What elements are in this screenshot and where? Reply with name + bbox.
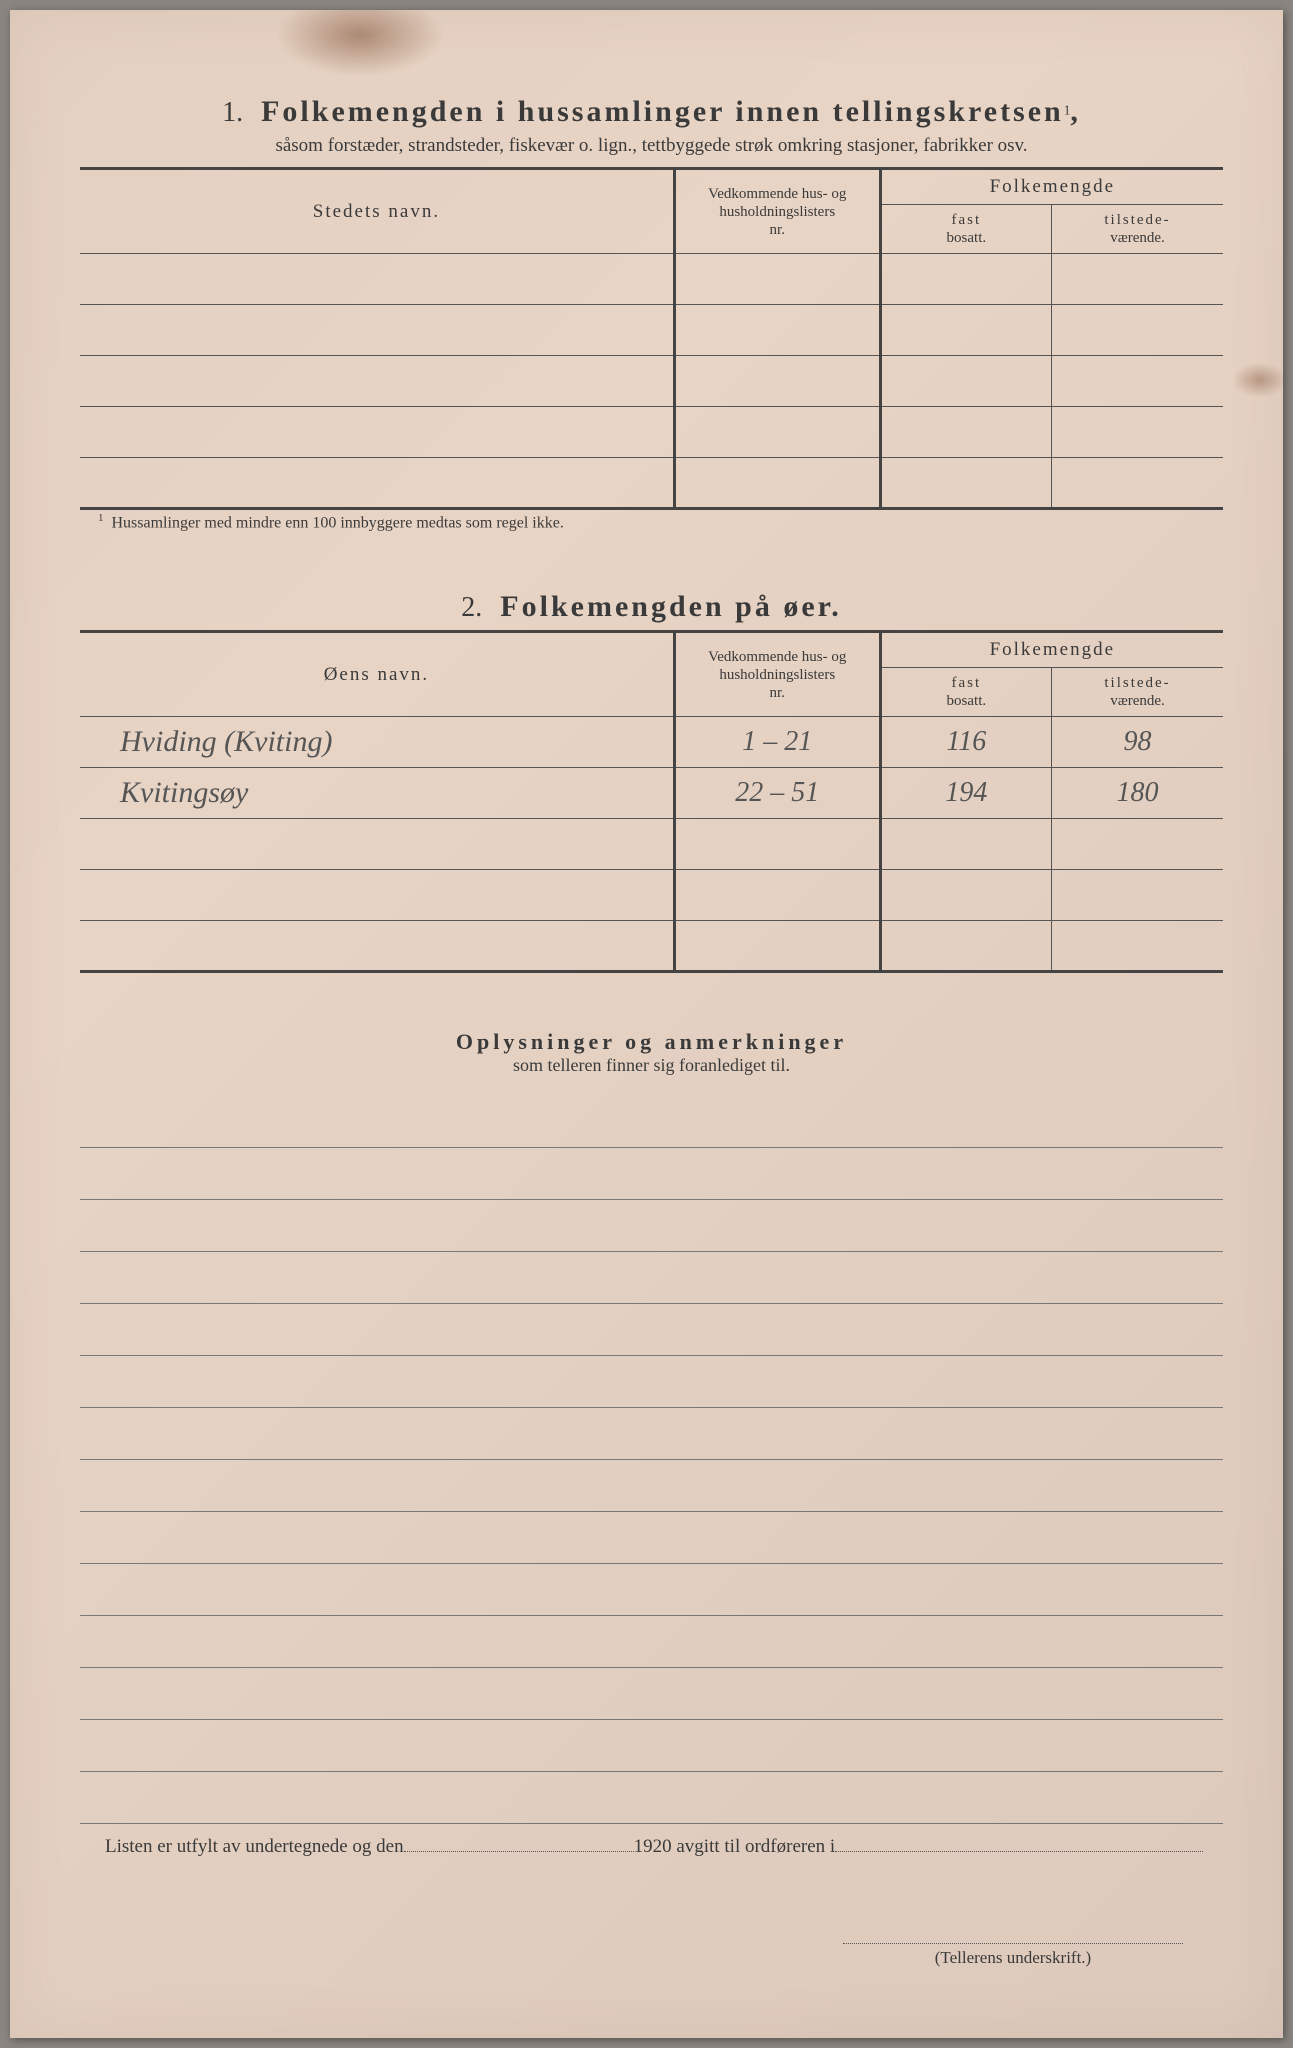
ruled-line	[80, 1356, 1223, 1408]
cell-ref	[674, 458, 880, 509]
section-2: 2. Folkemengden på øer. Øens navn. Vedko…	[80, 590, 1223, 973]
ruled-line	[80, 1616, 1223, 1668]
cell-til	[1052, 921, 1223, 972]
cell-til: 180	[1052, 768, 1223, 819]
cell-fast: 194	[880, 768, 1051, 819]
ruled-lines	[80, 1096, 1223, 1824]
remarks-subtitle: som telleren finner sig foranlediget til…	[80, 1055, 1223, 1076]
cell-til	[1052, 254, 1223, 305]
cell-fast	[880, 870, 1051, 921]
section-1-heading: Folkemengden i hussamlinger innen tellin…	[261, 95, 1064, 128]
signature-label: (Tellerens underskrift.)	[843, 1943, 1183, 1968]
section-1-title: 1. Folkemengden i hussamlinger innen tel…	[80, 95, 1223, 129]
col-oens-navn: Øens navn.	[80, 632, 674, 717]
cell-fast	[880, 254, 1051, 305]
cell-fast: 116	[880, 717, 1051, 768]
table-row	[80, 921, 1223, 972]
col-tilstede-2: tilstede- værende.	[1052, 668, 1223, 717]
section-1-number: 1.	[222, 97, 243, 128]
cell-ref	[674, 921, 880, 972]
cell-til	[1052, 407, 1223, 458]
ruled-line	[80, 1304, 1223, 1356]
footnote-1: 1Hussamlinger med mindre enn 100 innbygg…	[98, 512, 1223, 532]
col-folkemengde: Folkemengde	[880, 169, 1223, 205]
cell-fast	[880, 407, 1051, 458]
cell-til	[1052, 870, 1223, 921]
ruled-line	[80, 1200, 1223, 1252]
cell-name	[80, 458, 674, 509]
cell-ref	[674, 356, 880, 407]
cell-name	[80, 356, 674, 407]
col-tilstede: tilstede- værende.	[1052, 205, 1223, 254]
table-row	[80, 305, 1223, 356]
ruled-line	[80, 1096, 1223, 1148]
table-2: Øens navn. Vedkommende hus- og husholdni…	[80, 630, 1223, 973]
ruled-line	[80, 1252, 1223, 1304]
ruled-line	[80, 1772, 1223, 1824]
ruled-line	[80, 1460, 1223, 1512]
cell-name: Hviding (Kviting)	[80, 717, 674, 768]
document-page: 1. Folkemengden i hussamlinger innen tel…	[10, 10, 1283, 2038]
ruled-line	[80, 1512, 1223, 1564]
table-row	[80, 819, 1223, 870]
col-folkemengde-2: Folkemengde	[880, 632, 1223, 668]
ruled-line	[80, 1564, 1223, 1616]
footer-statement: Listen er utfylt av undertegnede og den …	[105, 1836, 1203, 1858]
cell-til	[1052, 305, 1223, 356]
section-2-number: 2.	[461, 592, 482, 623]
col-stedets-navn: Stedets navn.	[80, 169, 674, 254]
section-1-subtitle: såsom forstæder, strandsteder, fiskevær …	[80, 135, 1223, 157]
cell-name	[80, 254, 674, 305]
cell-ref	[674, 305, 880, 356]
cell-name	[80, 819, 674, 870]
cell-name	[80, 870, 674, 921]
cell-ref	[674, 870, 880, 921]
cell-fast	[880, 819, 1051, 870]
section-2-heading: Folkemengden på øer.	[500, 590, 841, 623]
cell-name	[80, 305, 674, 356]
ruled-line	[80, 1408, 1223, 1460]
cell-fast	[880, 921, 1051, 972]
table-row: Hviding (Kviting)1 – 2111698	[80, 717, 1223, 768]
cell-fast	[880, 458, 1051, 509]
fill-blank-2	[835, 1851, 1203, 1852]
ruled-line	[80, 1720, 1223, 1772]
cell-ref: 22 – 51	[674, 768, 880, 819]
cell-til	[1052, 356, 1223, 407]
fill-blank-1	[404, 1851, 634, 1852]
remarks-section: Oplysninger og anmerkninger som telleren…	[80, 1029, 1223, 1824]
cell-name	[80, 921, 674, 972]
section-2-title: 2. Folkemengden på øer.	[80, 590, 1223, 624]
cell-ref: 1 – 21	[674, 717, 880, 768]
col-fast: fast bosatt.	[880, 205, 1051, 254]
cell-til: 98	[1052, 717, 1223, 768]
col-vedkommende: Vedkommende hus- og husholdningslisters …	[674, 169, 880, 254]
ruled-line	[80, 1668, 1223, 1720]
cell-ref	[674, 819, 880, 870]
cell-til	[1052, 819, 1223, 870]
cell-name: Kvitingsøy	[80, 768, 674, 819]
cell-fast	[880, 356, 1051, 407]
table-row	[80, 356, 1223, 407]
cell-name	[80, 407, 674, 458]
ruled-line	[80, 1148, 1223, 1200]
table-row	[80, 870, 1223, 921]
table-row	[80, 407, 1223, 458]
table-row	[80, 254, 1223, 305]
cell-fast	[880, 305, 1051, 356]
cell-ref	[674, 407, 880, 458]
col-fast-2: fast bosatt.	[880, 668, 1051, 717]
table-1: Stedets navn. Vedkommende hus- og hushol…	[80, 167, 1223, 510]
remarks-title: Oplysninger og anmerkninger	[80, 1029, 1223, 1055]
table-row	[80, 458, 1223, 509]
cell-til	[1052, 458, 1223, 509]
col-vedkommende-2: Vedkommende hus- og husholdningslisters …	[674, 632, 880, 717]
cell-ref	[674, 254, 880, 305]
table-row: Kvitingsøy22 – 51194180	[80, 768, 1223, 819]
section-1: 1. Folkemengden i hussamlinger innen tel…	[80, 95, 1223, 532]
